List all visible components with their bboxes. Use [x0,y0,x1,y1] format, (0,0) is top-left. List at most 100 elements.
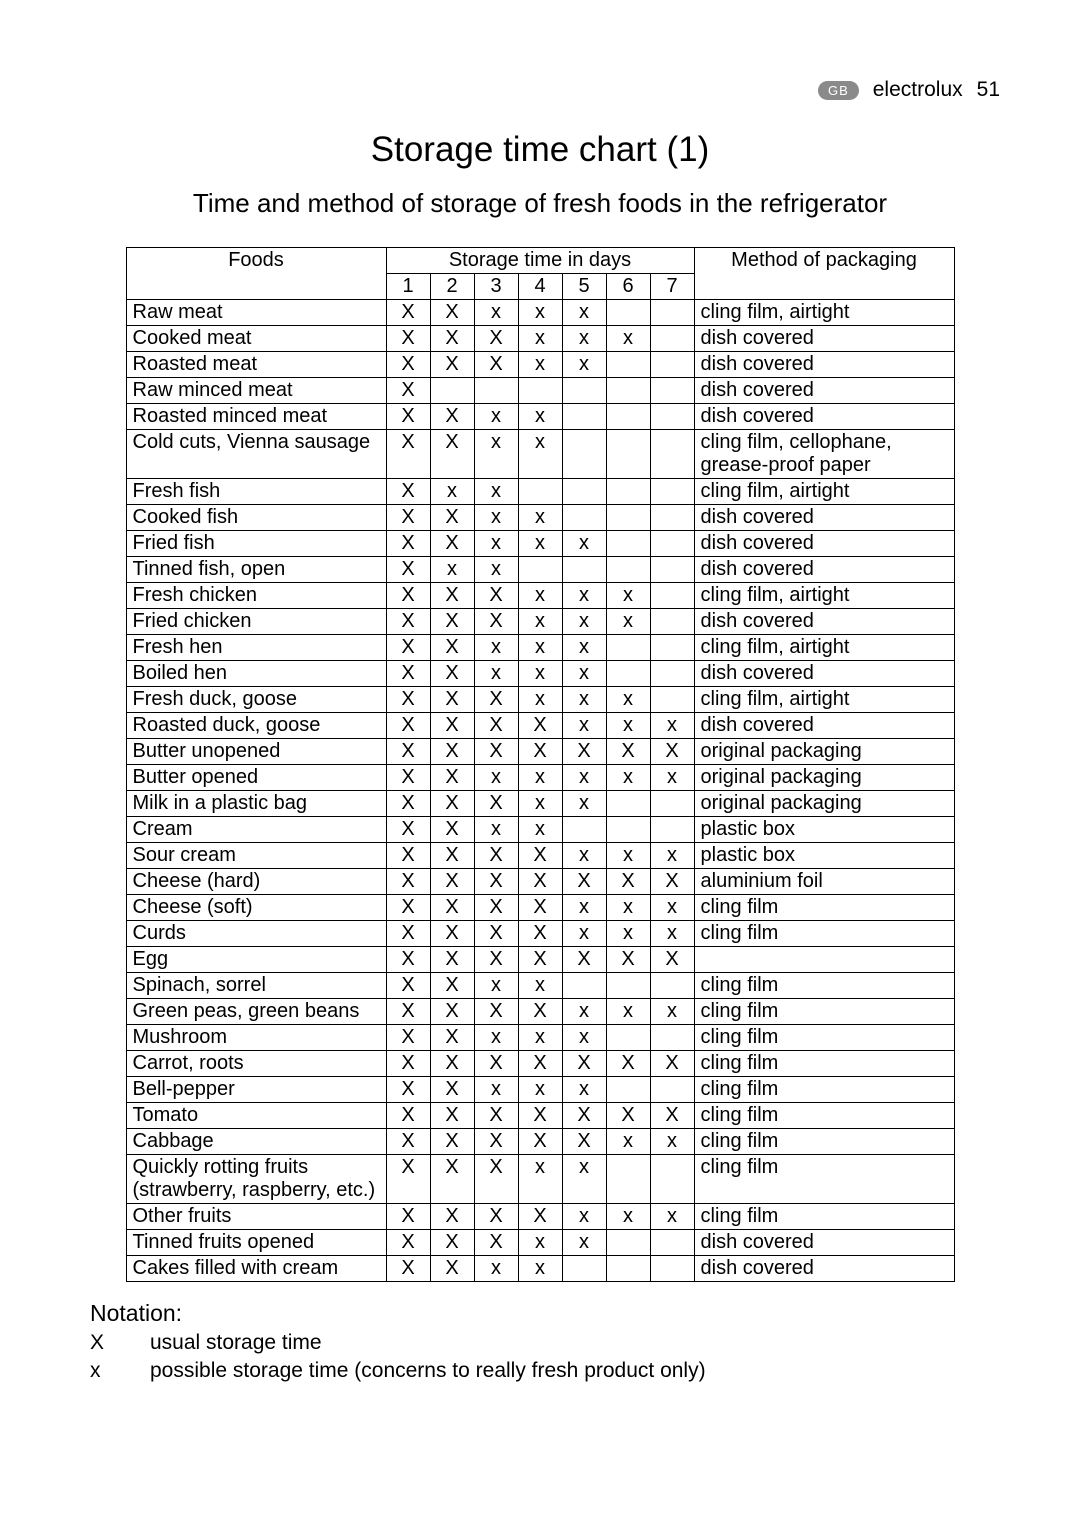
cell-day: X [430,739,474,765]
cell-day: x [518,1077,562,1103]
cell-day [650,300,694,326]
cell-day: x [518,1256,562,1282]
cell-day: x [518,583,562,609]
cell-day: x [606,895,650,921]
brand-label: electrolux [873,78,963,102]
page-title: Storage time chart (1) [80,130,1000,170]
cell-day: X [474,921,518,947]
cell-day: X [474,326,518,352]
cell-day: X [518,869,562,895]
cell-day: X [430,531,474,557]
table-row: Sour creamXXXXxxxplastic box [126,843,954,869]
cell-food: Fresh fish [126,479,386,505]
cell-day: x [518,1025,562,1051]
cell-day: X [386,947,430,973]
table-row: CabbageXXXXXxxcling film [126,1129,954,1155]
cell-food: Cold cuts, Vienna sausage [126,430,386,479]
cell-day: x [606,999,650,1025]
cell-day: X [386,635,430,661]
cell-food: Mushroom [126,1025,386,1051]
cell-day [606,378,650,404]
cell-day [562,404,606,430]
cell-day [518,557,562,583]
cell-food: Tomato [126,1103,386,1129]
table-row: Tinned fruits openedXXXxxdish covered [126,1230,954,1256]
page-number: 51 [977,78,1000,102]
cell-food: Butter unopened [126,739,386,765]
cell-food: Carrot, roots [126,1051,386,1077]
cell-day: x [474,635,518,661]
cell-day: x [518,352,562,378]
cell-day: X [430,765,474,791]
cell-day: x [562,713,606,739]
cell-day: X [386,739,430,765]
cell-food: Egg [126,947,386,973]
col-header-day: 7 [650,274,694,300]
cell-day: X [562,1051,606,1077]
cell-day [562,817,606,843]
cell-day: x [562,687,606,713]
cell-food: Cooked meat [126,326,386,352]
col-header-day: 3 [474,274,518,300]
cell-day: X [650,947,694,973]
cell-day: X [386,557,430,583]
cell-day: X [430,1129,474,1155]
table-row: Boiled henXXxxxdish covered [126,661,954,687]
col-header-day: 4 [518,274,562,300]
cell-day [562,505,606,531]
cell-method: cling film [694,1155,954,1204]
cell-food: Spinach, sorrel [126,973,386,999]
notation-text: possible storage time (concerns to reall… [150,1359,706,1383]
cell-day: X [430,713,474,739]
cell-food: Bell-pepper [126,1077,386,1103]
cell-food: Roasted minced meat [126,404,386,430]
cell-method: dish covered [694,609,954,635]
table-row: Fresh henXXxxxcling film, airtight [126,635,954,661]
cell-day [606,479,650,505]
cell-day: X [430,921,474,947]
cell-day: X [518,921,562,947]
cell-day: x [606,326,650,352]
cell-day: X [474,687,518,713]
table-row: Cakes filled with creamXXxxdish covered [126,1256,954,1282]
cell-method: dish covered [694,326,954,352]
cell-day: X [518,895,562,921]
cell-day: x [562,843,606,869]
cell-day: X [430,1103,474,1129]
cell-day: x [518,817,562,843]
cell-day [650,378,694,404]
cell-day: X [386,479,430,505]
cell-day: X [386,713,430,739]
cell-method: cling film [694,895,954,921]
table-row: Butter unopenedXXXXXXXoriginal packaging [126,739,954,765]
cell-food: Cheese (hard) [126,869,386,895]
cell-day: x [518,609,562,635]
cell-day: X [430,635,474,661]
cell-day: X [606,947,650,973]
cell-day: x [518,531,562,557]
cell-day: X [430,817,474,843]
cell-day [650,635,694,661]
cell-day: X [474,583,518,609]
cell-day: X [474,609,518,635]
cell-day: x [562,791,606,817]
cell-day: x [606,843,650,869]
table-row: TomatoXXXXXXXcling film [126,1103,954,1129]
cell-day [650,609,694,635]
cell-day: X [474,352,518,378]
cell-day [606,430,650,479]
cell-day: X [430,430,474,479]
cell-method: cling film, airtight [694,583,954,609]
cell-day [562,378,606,404]
table-row: Green peas, green beansXXXXxxxcling film [126,999,954,1025]
cell-day [430,378,474,404]
cell-day [474,378,518,404]
cell-food: Cream [126,817,386,843]
col-header-foods: Foods [126,248,386,300]
cell-day [650,1155,694,1204]
cell-day: X [518,713,562,739]
cell-day [650,557,694,583]
cell-day: X [518,947,562,973]
cell-day: x [474,505,518,531]
cell-day: X [386,921,430,947]
